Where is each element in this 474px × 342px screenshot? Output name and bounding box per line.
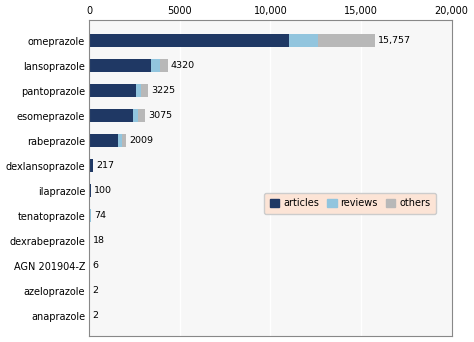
Text: 3075: 3075	[148, 111, 173, 120]
Bar	[89, 109, 133, 122]
Bar	[318, 34, 374, 47]
Text: 100: 100	[94, 186, 112, 195]
Text: 2: 2	[92, 286, 99, 295]
Text: 18: 18	[93, 236, 105, 245]
Bar	[133, 109, 138, 122]
Bar	[89, 184, 91, 197]
Bar	[138, 109, 145, 122]
Text: 3225: 3225	[151, 86, 175, 95]
Bar	[118, 134, 121, 147]
Text: 217: 217	[97, 161, 115, 170]
Bar	[151, 59, 160, 72]
Text: 4320: 4320	[171, 61, 195, 70]
Bar	[136, 84, 141, 97]
Bar	[89, 134, 118, 147]
Bar	[89, 59, 151, 72]
Bar	[89, 209, 91, 222]
Bar	[89, 34, 289, 47]
Bar	[141, 84, 148, 97]
Text: 2: 2	[92, 311, 99, 320]
Text: 15,757: 15,757	[378, 36, 411, 45]
Bar	[160, 59, 168, 72]
Text: 6: 6	[93, 261, 99, 270]
Bar	[89, 159, 93, 172]
Bar	[89, 84, 136, 97]
Bar	[121, 134, 126, 147]
Text: 74: 74	[94, 211, 106, 220]
Bar	[289, 34, 318, 47]
Text: 2009: 2009	[129, 136, 153, 145]
Legend: articles, reviews, others: articles, reviews, others	[264, 193, 437, 214]
